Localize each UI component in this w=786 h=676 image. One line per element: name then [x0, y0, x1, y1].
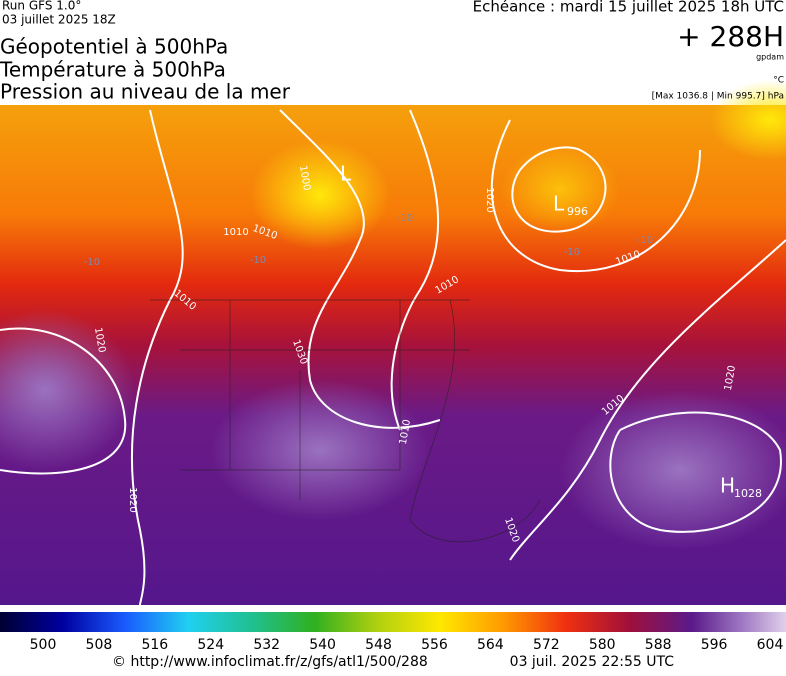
- temperature-label: -10: [397, 213, 413, 224]
- colorbar-tick-label: 500: [30, 637, 57, 653]
- source-url: © http://www.infoclimat.fr/z/gfs/atl1/50…: [112, 654, 428, 670]
- pressure-range: [Max 1036.8 | Min 995.7] hPa: [652, 92, 784, 102]
- pressure-center-letter: L: [340, 162, 352, 186]
- echeance: Echéance : mardi 15 juillet 2025 18h UTC: [473, 0, 784, 16]
- isobar-label: 1010: [223, 227, 248, 238]
- run-label: Run GFS 1.0°: [2, 0, 81, 13]
- isobar-label: 1020: [723, 365, 738, 392]
- colorbar-tick-label: 548: [365, 637, 392, 653]
- colorbar-tick-label: 532: [253, 637, 280, 653]
- isobar-label: 1020: [484, 187, 495, 212]
- colorbar-tick-label: 564: [477, 637, 504, 653]
- temperature-label: -10: [637, 235, 653, 246]
- title: Température à 500hPa: [0, 58, 226, 82]
- colorbar-tick-label: 572: [533, 637, 560, 653]
- isobar-label: 1020: [127, 487, 138, 512]
- temperature-label: -10: [84, 257, 100, 268]
- isobar-label: 1020: [92, 327, 107, 354]
- colorbar-tick-label: 604: [757, 637, 784, 653]
- pressure-center-value: 996: [567, 205, 588, 218]
- colorbar-tick-label: 516: [141, 637, 168, 653]
- colorbar: [0, 612, 786, 632]
- run-date: 03 juillet 2025 18Z: [2, 13, 116, 27]
- lead-time: + 288H: [677, 20, 784, 53]
- temperature-label: -10: [564, 247, 580, 258]
- colorbar-tick-label: 580: [589, 637, 616, 653]
- colorbar-tick-label: 524: [197, 637, 224, 653]
- timestamp: 03 juil. 2025 22:55 UTC: [510, 654, 675, 670]
- colorbar-tick-label: 556: [421, 637, 448, 653]
- colorbar-tick-label: 508: [86, 637, 113, 653]
- map: [0, 80, 786, 606]
- isobar-label: 1010: [398, 419, 413, 446]
- temperature-label: -10: [250, 255, 266, 266]
- temp-unit: °C: [773, 76, 784, 86]
- unit: gpdam: [756, 53, 784, 62]
- title: Pression au niveau de la mer: [0, 80, 291, 104]
- pressure-center-value: 1028: [734, 487, 762, 500]
- pressure-center-letter: H: [720, 474, 735, 498]
- title: Géopotentiel à 500hPa: [0, 35, 228, 59]
- colorbar-tick-label: 588: [645, 637, 672, 653]
- colorbar-tick-label: 596: [701, 637, 728, 653]
- pressure-center-letter: L: [553, 192, 565, 216]
- colorbar-tick-label: 540: [309, 637, 336, 653]
- isobar-label: 1000: [297, 165, 312, 192]
